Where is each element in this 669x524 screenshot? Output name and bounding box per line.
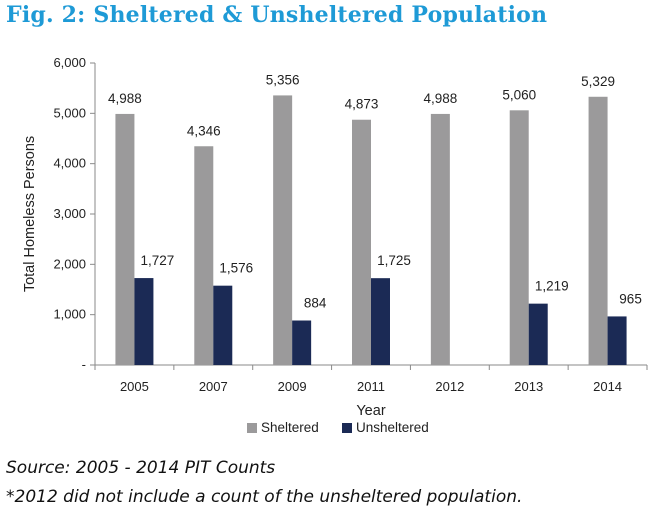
sheltered-bar [509,110,529,366]
x-tick-label: 2013 [514,379,543,394]
unsheltered-bar [134,278,154,365]
unsheltered-bar [528,303,548,365]
source-note: Source: 2005 - 2014 PIT Counts [6,458,276,478]
y-tick-label: 1,000 [53,307,86,322]
legend-swatch-unsheltered [342,423,352,433]
unsheltered-bar [371,278,390,365]
sheltered-bar [115,113,135,365]
unsheltered-data-label: 965 [619,291,642,306]
x-tick-label: 2011 [357,379,385,394]
unsheltered-bar [607,316,627,365]
unsheltered-bar [213,285,233,365]
unsheltered-data-label: 1,576 [219,261,253,276]
sheltered-bar [273,95,293,365]
x-tick-label: 2012 [435,379,464,394]
unsheltered-data-label: 1,725 [377,253,411,268]
unsheltered-data-label: 884 [304,296,327,311]
sheltered-bar [588,96,608,365]
y-tick-label: - [82,357,86,372]
sheltered-data-label: 4,873 [345,97,379,112]
bar-chart: - 1,000 2,000 3,000 4,000 5,000 6,000 2005 4,988… [22,55,648,435]
sheltered-data-label: 5,060 [502,87,536,102]
legend-swatch-sheltered [247,423,257,433]
y-tick-label: 6,000 [53,55,86,70]
legend-label-sheltered: Sheltered [261,420,319,435]
y-tick-label: 2,000 [53,256,86,271]
y-tick-label: 3,000 [53,206,86,221]
sheltered-bar [430,113,450,365]
sheltered-data-label: 4,988 [108,91,142,106]
x-tick-label: 2007 [199,379,228,394]
y-tick-label: 4,000 [53,156,86,171]
sheltered-bar [352,119,371,365]
sheltered-bar [194,146,214,365]
unsheltered-bar [292,320,312,365]
y-tick-label: 5,000 [53,105,86,120]
x-tick-label: 2005 [120,379,149,394]
x-tick-label: 2014 [593,379,622,394]
legend-label-unsheltered: Unsheltered [356,420,429,435]
sheltered-data-label: 4,988 [423,91,457,106]
sheltered-data-label: 5,329 [581,74,615,89]
unsheltered-data-label: 1,219 [535,279,569,294]
x-tick-label: 2009 [278,379,307,394]
y-axis-title: Total Homeless Persons [22,136,38,292]
unsheltered-data-label: 1,727 [141,253,175,268]
chart-title: Fig. 2: Sheltered & Unsheltered Populati… [6,2,548,28]
x-axis-title: Year [356,403,385,419]
footnote: *2012 did not include a count of the uns… [6,487,523,507]
sheltered-data-label: 4,346 [187,123,221,138]
sheltered-data-label: 5,356 [266,72,300,87]
